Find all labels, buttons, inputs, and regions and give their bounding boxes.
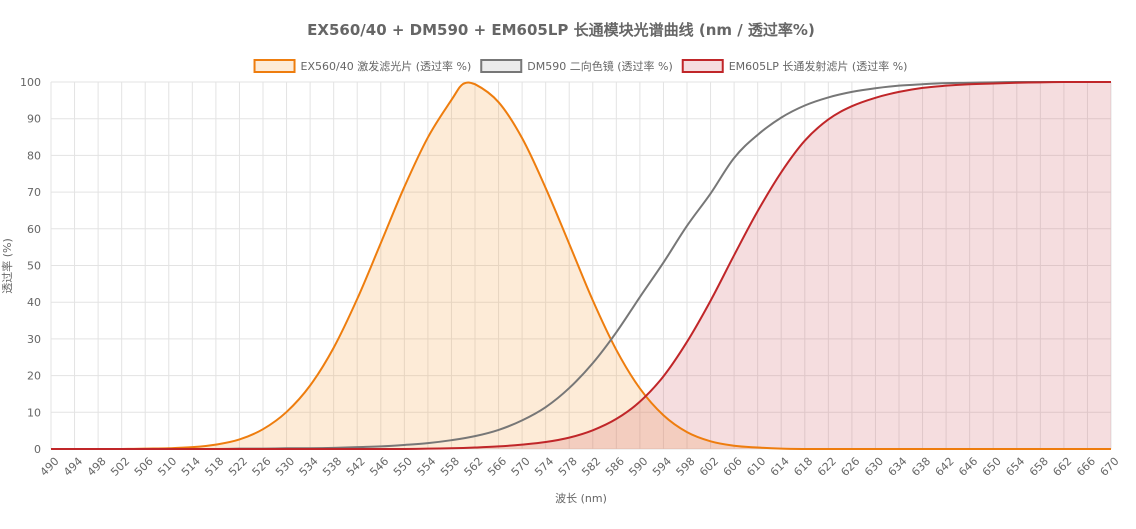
y-tick-label: 50 <box>27 260 41 273</box>
y-tick-label: 90 <box>27 113 41 126</box>
legend: EX560/40 激发滤光片 (透过率 %) DM590 二向色镜 (透过率 %)… <box>253 59 908 73</box>
x-tick-label: 550 <box>391 455 415 479</box>
x-tick-label: 570 <box>509 455 533 479</box>
legend-label: DM590 二向色镜 (透过率 %) <box>527 59 672 73</box>
series-area-2 <box>51 82 1111 449</box>
x-tick-label: 514 <box>179 455 203 479</box>
x-tick-label: 542 <box>344 455 368 479</box>
legend-label: EM605LP 长通发射滤片 (透过率 %) <box>729 59 908 73</box>
x-tick-label: 566 <box>485 455 509 479</box>
legend-item-2[interactable]: EM605LP 长通发射滤片 (透过率 %) <box>681 59 908 73</box>
x-tick-label: 594 <box>650 455 674 479</box>
x-axis-ticks: 490 494 498 502 506 510 514 518 522 526 530 534 538 5… <box>38 455 1122 479</box>
x-tick-label: 502 <box>108 455 132 479</box>
x-tick-label: 642 <box>933 455 957 479</box>
y-axis-ticks: 0 10 20 30 40 50 60 70 80 90 100 <box>20 76 41 456</box>
x-tick-label: 498 <box>85 455 109 479</box>
x-axis-title: 波长 (nm) <box>555 492 607 505</box>
x-tick-label: 598 <box>674 455 698 479</box>
y-tick-label: 0 <box>34 443 41 456</box>
x-tick-label: 614 <box>768 455 792 479</box>
x-tick-label: 590 <box>626 455 650 479</box>
x-tick-label: 506 <box>132 455 156 479</box>
y-tick-label: 80 <box>27 149 41 162</box>
x-tick-label: 658 <box>1027 455 1051 479</box>
y-tick-label: 40 <box>27 296 41 309</box>
x-tick-label: 510 <box>155 455 179 479</box>
x-tick-label: 618 <box>791 455 815 479</box>
legend-swatch <box>253 59 296 73</box>
x-tick-label: 670 <box>1098 455 1122 479</box>
y-tick-label: 60 <box>27 223 41 236</box>
x-tick-label: 578 <box>556 455 580 479</box>
x-tick-label: 554 <box>414 455 438 479</box>
x-tick-label: 630 <box>862 455 886 479</box>
x-tick-label: 490 <box>38 455 62 479</box>
y-tick-label: 70 <box>27 186 41 199</box>
series-lines <box>51 81 1111 450</box>
x-tick-label: 534 <box>297 455 321 479</box>
x-tick-label: 626 <box>838 455 862 479</box>
x-tick-label: 582 <box>579 455 603 479</box>
chart-title: EX560/40 + DM590 + EM605LP 长通模块光谱曲线 (nm … <box>307 21 815 39</box>
x-tick-label: 562 <box>462 455 486 479</box>
x-tick-label: 558 <box>438 455 462 479</box>
y-tick-label: 10 <box>27 406 41 419</box>
x-tick-label: 574 <box>532 455 556 479</box>
x-tick-label: 654 <box>1003 455 1027 479</box>
x-tick-label: 606 <box>721 455 745 479</box>
x-tick-label: 602 <box>697 455 721 479</box>
x-tick-label: 638 <box>909 455 933 479</box>
x-tick-label: 522 <box>226 455 250 479</box>
y-axis-title: 透过率 (%) <box>0 238 14 294</box>
y-tick-label: 30 <box>27 333 41 346</box>
x-tick-label: 518 <box>202 455 226 479</box>
x-tick-label: 634 <box>886 455 910 479</box>
y-tick-label: 20 <box>27 370 41 383</box>
x-tick-label: 494 <box>61 455 85 479</box>
x-tick-label: 646 <box>956 455 980 479</box>
x-tick-label: 666 <box>1074 455 1098 479</box>
x-tick-label: 586 <box>603 455 627 479</box>
x-tick-label: 662 <box>1050 455 1074 479</box>
x-tick-label: 622 <box>815 455 839 479</box>
legend-label: EX560/40 激发滤光片 (透过率 %) <box>301 59 472 73</box>
x-tick-label: 530 <box>273 455 297 479</box>
x-tick-label: 546 <box>367 455 391 479</box>
legend-item-0[interactable]: EX560/40 激发滤光片 (透过率 %) <box>253 59 472 73</box>
x-tick-label: 526 <box>250 455 274 479</box>
x-tick-label: 538 <box>320 455 344 479</box>
series-line-0 <box>51 81 1111 450</box>
x-tick-label: 650 <box>980 455 1004 479</box>
legend-swatch <box>681 59 724 73</box>
y-tick-label: 100 <box>20 76 41 89</box>
x-tick-label: 610 <box>744 455 768 479</box>
legend-swatch <box>480 59 523 73</box>
series-line-2 <box>51 81 1111 450</box>
legend-item-1[interactable]: DM590 二向色镜 (透过率 %) <box>480 59 673 73</box>
